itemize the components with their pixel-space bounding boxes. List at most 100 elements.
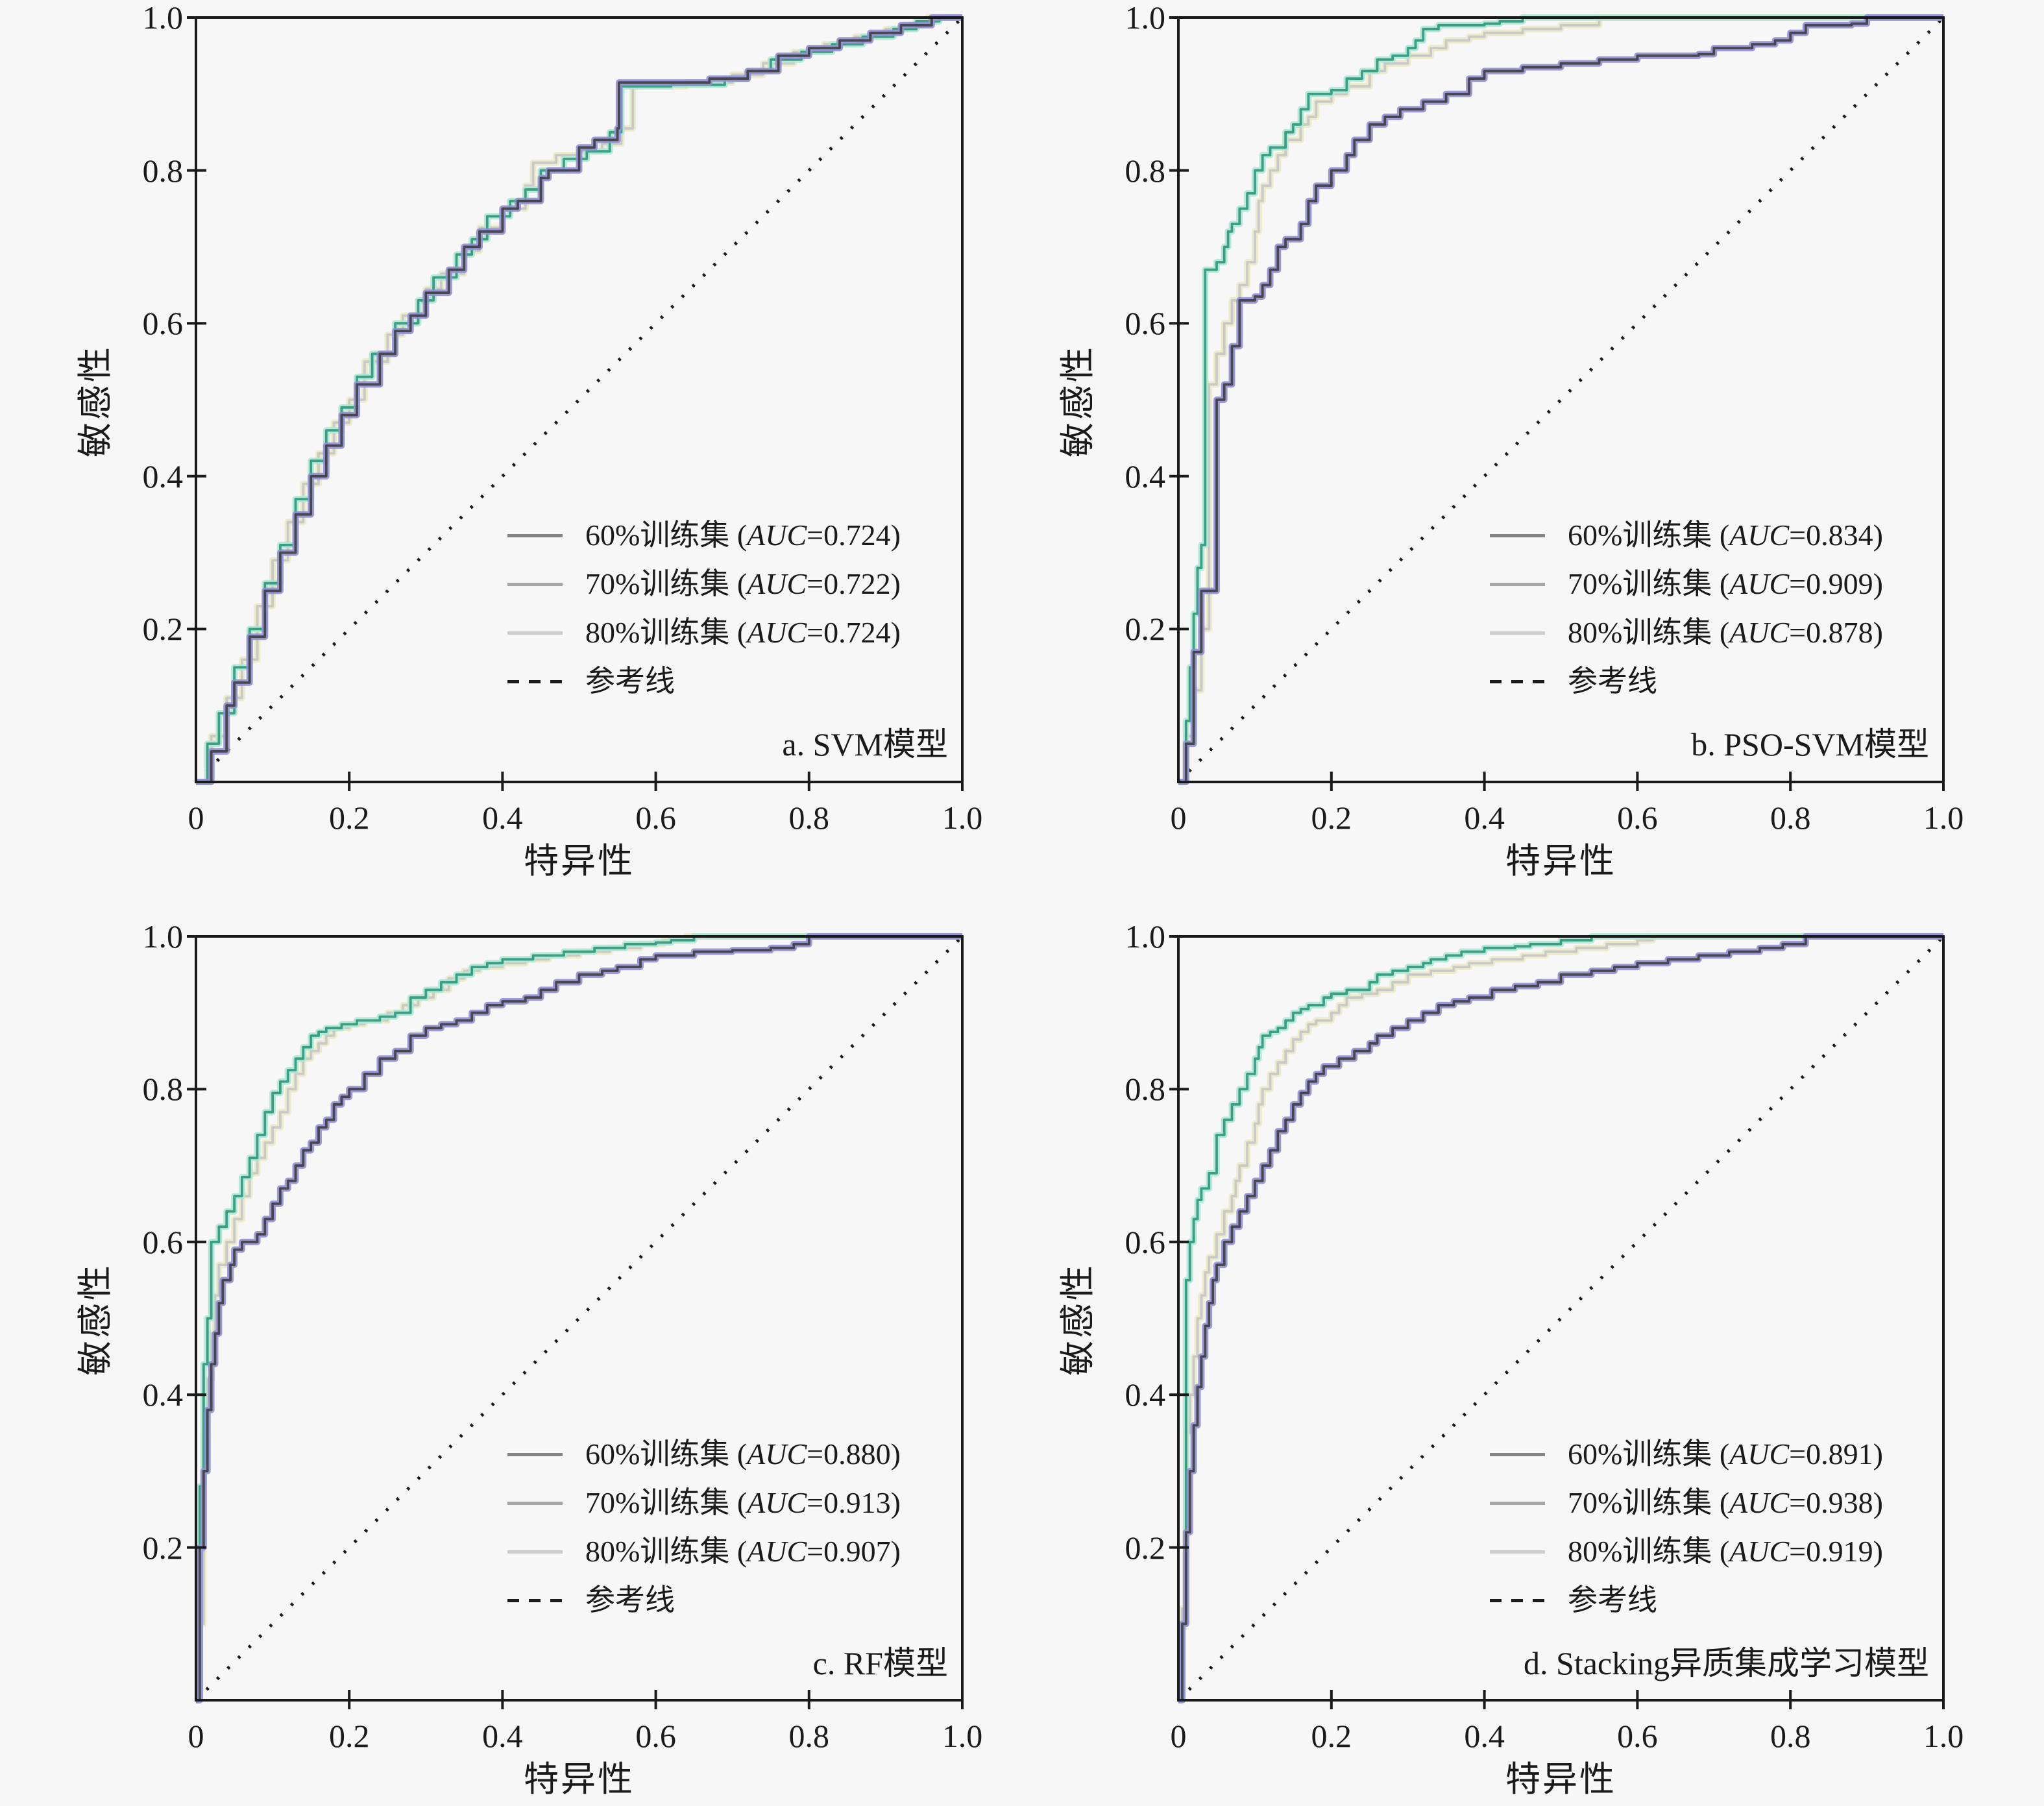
legend-line-60 <box>1490 534 1545 537</box>
reference-line <box>195 935 964 1702</box>
x-tick-label: 1.0 <box>1923 1718 1964 1754</box>
legend-line-60 <box>1490 1453 1545 1456</box>
x-axis-label: 特异性 <box>1505 842 1616 881</box>
plot-frame <box>1177 16 1945 783</box>
x-tick-label: 0 <box>188 1718 204 1754</box>
y-tick-label: 0.4 <box>1125 1376 1166 1413</box>
y-tick-label: 0.6 <box>1125 305 1166 342</box>
legend-entry-70: 70%训练集 (AUC=0.938) <box>1568 1486 1883 1519</box>
legend-entry-reference: 参考线 <box>1568 665 1657 698</box>
legend-entry-70: 70%训练集 (AUC=0.909) <box>1568 567 1883 600</box>
x-tick-label: 0.6 <box>1617 799 1658 836</box>
x-tick-label: 0 <box>188 799 204 836</box>
y-tick-label: 0.6 <box>142 1223 184 1260</box>
roc-curve-halo-70% <box>196 14 962 785</box>
legend-entry-60: 60%训练集 (AUC=0.834) <box>1568 519 1883 552</box>
x-axis-label: 特异性 <box>524 1760 635 1799</box>
y-tick-label: 1.0 <box>1125 918 1166 955</box>
roc-curve-halo-60% <box>196 14 962 785</box>
x-tick-label: 0.4 <box>1464 799 1505 836</box>
x-tick-label: 0.2 <box>1311 1718 1352 1754</box>
x-tick-label: 0.2 <box>1311 799 1352 836</box>
legend-entry-70: 70%训练集 (AUC=0.913) <box>585 1486 901 1519</box>
roc-curve-60% <box>196 935 962 1702</box>
legend-entry-reference: 参考线 <box>585 1583 675 1617</box>
y-tick-label: 0.8 <box>1125 152 1166 189</box>
legend-line-reference <box>507 1599 563 1602</box>
y-tick-label: 0.8 <box>142 1071 184 1108</box>
x-tick-label: 0.4 <box>1464 1718 1505 1754</box>
plot-frame <box>1177 935 1945 1702</box>
roc-curve-80% <box>1178 935 1943 1702</box>
x-tick-label: 0.4 <box>482 799 523 836</box>
legend-line-60 <box>507 1453 563 1456</box>
legend-entry-60: 60%训练集 (AUC=0.891) <box>1568 1437 1883 1470</box>
reference-line <box>1177 16 1945 783</box>
roc-curve-70% <box>196 935 962 1702</box>
roc-panel-d <box>1169 933 1945 1709</box>
x-tick-label: 0.6 <box>635 1718 676 1754</box>
roc-panel-a <box>187 14 964 791</box>
y-tick-label: 0.6 <box>1125 1223 1166 1260</box>
panel-title: b. PSO-SVM模型 <box>1691 726 1929 763</box>
roc-panel-c <box>187 933 964 1709</box>
x-tick-label: 1.0 <box>1923 799 1964 836</box>
x-tick-label: 0.4 <box>482 1718 523 1754</box>
roc-panel-b <box>1169 14 1945 791</box>
x-tick-label: 0.8 <box>788 799 830 836</box>
roc-curve-60% <box>196 16 962 783</box>
x-tick-label: 0.8 <box>1770 1718 1811 1754</box>
x-tick-label: 0.2 <box>328 799 370 836</box>
legend-line-80 <box>507 631 563 635</box>
y-tick-label: 0.4 <box>1125 458 1166 494</box>
legend-line-80 <box>1490 1550 1545 1554</box>
legend-entry-80: 80%训练集 (AUC=0.919) <box>1568 1535 1883 1568</box>
y-tick-label: 1.0 <box>142 918 184 955</box>
y-tick-label: 1.0 <box>1125 0 1166 36</box>
legend-line-reference <box>1490 680 1545 683</box>
plot-frame <box>195 935 964 1702</box>
y-tick-label: 0.2 <box>142 1529 184 1566</box>
x-tick-label: 0 <box>1170 799 1187 836</box>
legend-line-80 <box>1490 631 1545 635</box>
y-tick-label: 0.6 <box>142 305 184 342</box>
y-tick-label: 0.2 <box>1125 1529 1166 1566</box>
y-tick-label: 1.0 <box>142 0 184 36</box>
roc-curve-70% <box>1178 16 1943 783</box>
legend-entry-80: 80%训练集 (AUC=0.878) <box>1568 616 1883 649</box>
legend-entry-60: 60%训练集 (AUC=0.724) <box>585 519 901 552</box>
legend-line-60 <box>507 534 563 537</box>
x-tick-label: 0 <box>1170 1718 1187 1754</box>
plot-frame <box>195 16 964 783</box>
reference-line <box>195 16 964 783</box>
roc-curve-60% <box>1178 935 1943 1702</box>
x-tick-label: 0.8 <box>788 1718 830 1754</box>
roc-curve-60% <box>1178 16 1943 783</box>
y-tick-label: 0.2 <box>1125 611 1166 648</box>
y-tick-label: 0.8 <box>142 152 184 189</box>
roc-curve-80% <box>196 935 962 1702</box>
y-tick-label: 0.8 <box>1125 1071 1166 1108</box>
legend-entry-reference: 参考线 <box>1568 1583 1657 1617</box>
x-axis-label: 特异性 <box>524 842 635 881</box>
x-tick-label: 0.8 <box>1770 799 1811 836</box>
y-tick-label: 0.2 <box>142 611 184 648</box>
x-axis-label: 特异性 <box>1505 1760 1616 1799</box>
roc-curve-80% <box>196 16 962 783</box>
panel-title: c. RF模型 <box>812 1645 948 1681</box>
legend-line-reference <box>1490 1599 1545 1602</box>
legend-line-70 <box>1490 583 1545 586</box>
panel-title: d. Stacking异质集成学习模型 <box>1524 1645 1929 1681</box>
legend-entry-70: 70%训练集 (AUC=0.722) <box>585 567 901 600</box>
legend-entry-80: 80%训练集 (AUC=0.907) <box>585 1535 901 1568</box>
legend-line-70 <box>507 1502 563 1505</box>
panel-title: a. SVM模型 <box>782 726 948 763</box>
legend-entry-60: 60%训练集 (AUC=0.880) <box>585 1437 901 1470</box>
legend-line-80 <box>507 1550 563 1554</box>
legend-line-reference <box>507 680 563 683</box>
y-tick-label: 0.4 <box>142 458 184 494</box>
roc-curve-70% <box>1178 935 1943 1702</box>
roc-curve-70% <box>196 16 962 783</box>
